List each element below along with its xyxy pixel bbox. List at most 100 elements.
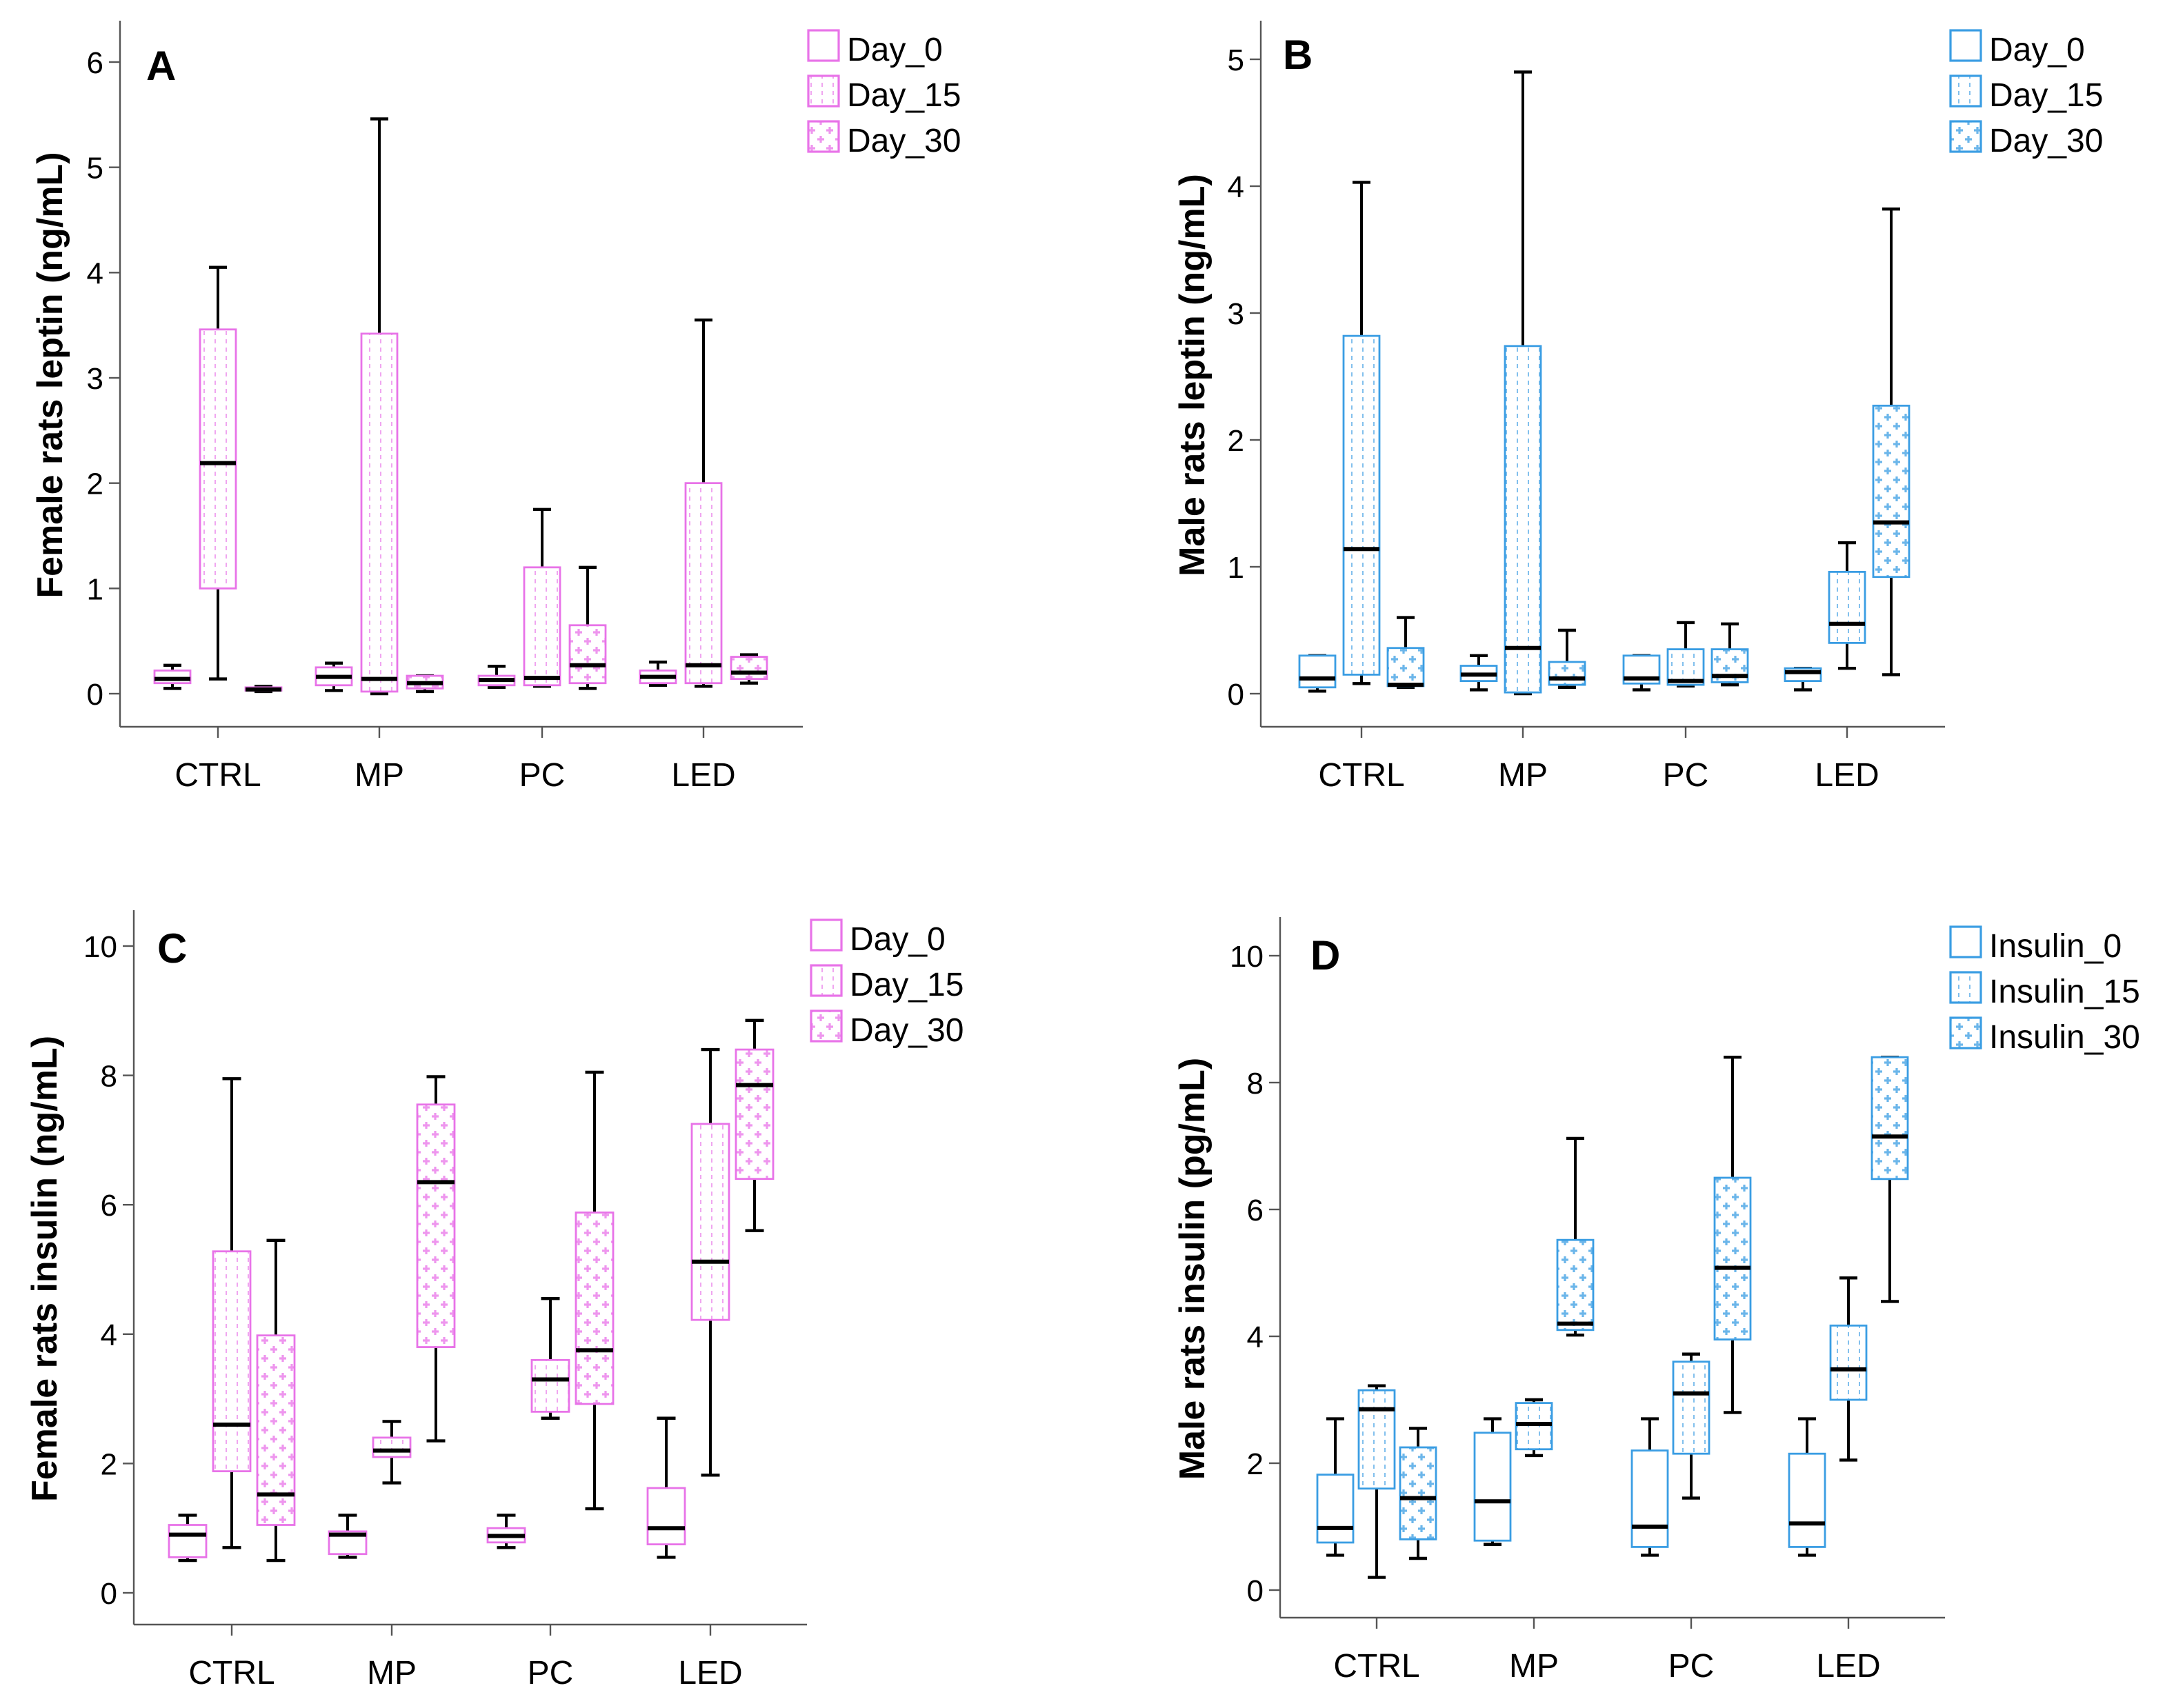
x-tick-label: LED: [678, 1655, 742, 1691]
box-iqr: [1666, 648, 1705, 686]
y-tick-label: 6: [87, 46, 103, 80]
box-iqr: [1298, 654, 1337, 689]
box-day_0-mp: [328, 1514, 368, 1559]
box-iqr: [1316, 1474, 1355, 1544]
box-day_0-led: [639, 661, 677, 687]
box-day_30-ctrl: [256, 1238, 296, 1563]
legend-swatch: [807, 74, 840, 108]
legend-swatch: [1949, 971, 1982, 1004]
panel-c: 0 2 4 6 8 10 CTRL MP PC LED Female rats insulin (n…: [25, 910, 964, 1691]
box-iqr: [523, 566, 561, 687]
box-day_0-pc: [477, 665, 516, 690]
box-iqr: [1828, 570, 1866, 644]
box-iqr: [730, 656, 768, 681]
box-iqr: [530, 1358, 570, 1413]
panel-letter: C: [157, 925, 187, 972]
legend: Insulin_0 Insulin_15 Insulin_30: [1949, 925, 2140, 1056]
box-day_30-pc: [1710, 622, 1749, 687]
box-day_30-pc: [568, 565, 607, 690]
box-iqr: [372, 1436, 412, 1458]
y-tick-label: 8: [101, 1060, 117, 1094]
legend-label: Day_30: [850, 1012, 964, 1049]
y-tick-label: 3: [1228, 297, 1244, 331]
box-iqr: [575, 1212, 615, 1405]
y-tick-label: 4: [1228, 170, 1244, 204]
box-day_30-pc: [575, 1070, 615, 1511]
panel-a: 0 1 2 3 4 5 6 CTRL MP PC LED Female rats leptin (ng…: [30, 21, 961, 794]
x-tick-label: LED: [1816, 1648, 1880, 1685]
x-tick-label: CTRL: [188, 1655, 275, 1691]
box-insulin_15-mp: [1515, 1398, 1553, 1458]
box-iqr: [199, 328, 237, 590]
legend: Day_0 Day_15 Day_30: [807, 29, 961, 159]
box-iqr: [416, 1103, 456, 1348]
legend-swatch: [807, 29, 840, 62]
panel-b: 0 1 2 3 4 5 CTRL MP PC LED Male rats leptin (ng/mL…: [1173, 21, 2103, 794]
legend-label: Day_15: [850, 967, 964, 1003]
box-day_0-led: [1784, 667, 1822, 692]
box-iqr: [153, 670, 192, 685]
legend-swatch: [810, 918, 843, 952]
x-tick-label: MP: [367, 1655, 417, 1691]
box-iqr: [1713, 1176, 1752, 1341]
y-tick-label: 10: [1230, 940, 1264, 974]
box-day_30-mp: [416, 1075, 456, 1443]
y-tick-label: 0: [1228, 678, 1244, 712]
box-iqr: [1630, 1449, 1669, 1548]
box-iqr: [1870, 1056, 1909, 1180]
box-iqr: [1515, 1402, 1553, 1451]
box-day_0-pc: [486, 1514, 526, 1549]
legend-label: Day_0: [1989, 32, 2085, 68]
y-tick-label: 6: [1247, 1194, 1264, 1227]
box-day_30-ctrl: [1386, 616, 1425, 689]
legend-label: Day_15: [847, 77, 961, 114]
box-day_0-mp: [315, 661, 353, 692]
box-insulin_30-pc: [1713, 1055, 1752, 1414]
box-iqr: [1386, 647, 1425, 687]
y-tick-label: 4: [1247, 1320, 1264, 1354]
legend-label: Day_15: [1989, 77, 2103, 114]
legend-label: Day_0: [847, 32, 943, 68]
box-day_15-pc: [1666, 621, 1705, 688]
legend-label: Insulin_15: [1989, 974, 2140, 1010]
box-day_30-led: [730, 653, 768, 685]
box-day_15-mp: [360, 117, 399, 696]
x-tick-label: PC: [1668, 1648, 1715, 1685]
box-day_0-ctrl: [153, 663, 192, 690]
box-iqr: [1829, 1324, 1868, 1401]
box-day_15-mp: [372, 1420, 412, 1485]
box-day_15-led: [690, 1047, 730, 1477]
legend-swatch: [1949, 74, 1982, 108]
panel-d: 0 2 4 6 8 10 CTRL MP PC LED Male rats insulin (pg/…: [1173, 917, 2140, 1685]
box-insulin_15-ctrl: [1357, 1384, 1396, 1579]
box-iqr: [684, 482, 723, 685]
x-tick-label: MP: [1509, 1648, 1559, 1685]
legend-swatch: [810, 1009, 843, 1043]
y-tick-label: 0: [87, 678, 103, 712]
box-day_30-mp: [406, 674, 444, 694]
box-day_15-ctrl: [1342, 181, 1381, 685]
box-day_30-ctrl: [244, 685, 283, 694]
legend-label: Day_0: [850, 921, 946, 958]
box-insulin_0-ctrl: [1316, 1417, 1355, 1557]
x-tick-label: PC: [528, 1655, 574, 1691]
y-tick-label: 3: [87, 362, 103, 396]
box-iqr: [1357, 1389, 1396, 1490]
y-axis-label: Female rats insulin (ng/mL): [25, 1036, 65, 1502]
box-iqr: [1399, 1446, 1437, 1540]
box-insulin_0-pc: [1630, 1417, 1669, 1557]
x-tick-label: CTRL: [174, 757, 261, 794]
box-day_30-mp: [1548, 628, 1586, 689]
box-day_15-led: [684, 318, 723, 688]
box-day_15-led: [1828, 541, 1866, 670]
box-day_15-ctrl: [212, 1077, 252, 1549]
y-axis-label: Male rats leptin (ng/mL): [1173, 174, 1213, 576]
y-axis-label: Female rats leptin (ng/mL): [30, 152, 70, 598]
box-iqr: [1872, 404, 1910, 579]
legend-label: Day_30: [1989, 123, 2103, 159]
y-tick-label: 5: [1228, 43, 1244, 77]
box-iqr: [1788, 1452, 1826, 1548]
x-tick-label: PC: [1663, 757, 1709, 794]
box-insulin_30-led: [1870, 1055, 1909, 1303]
